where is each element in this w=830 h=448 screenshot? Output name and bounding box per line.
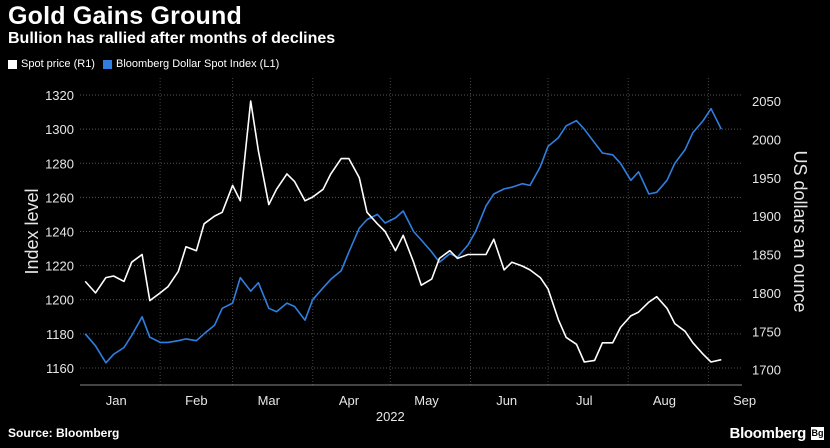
- right-tick-label: 1800: [752, 286, 781, 301]
- right-tick-label: 1850: [752, 248, 781, 263]
- legend-swatch-dollar-index: [102, 59, 112, 69]
- left-tick-label: 1180: [46, 327, 74, 342]
- legend-label-dollar-index: Bloomberg Dollar Spot Index (L1): [115, 58, 280, 70]
- left-tick-label: 1300: [45, 122, 74, 137]
- x-axis-ticks: Jan Feb Mar Apr May Jun Jul Aug Sep: [106, 393, 756, 408]
- legend: Spot price (R1) Bloomberg Dollar Spot In…: [8, 58, 279, 70]
- chart-subtitle: Bullion has rallied after months of decl…: [8, 30, 336, 47]
- x-tick-label: Mar: [258, 393, 281, 408]
- left-tick-label: 1280: [45, 156, 74, 171]
- x-tick-label: Feb: [185, 393, 207, 408]
- x-axis-year-label: 2022: [376, 409, 405, 424]
- right-tick-label: 2000: [752, 132, 781, 147]
- x-tick-label: Aug: [653, 393, 676, 408]
- legend-item-dollar-index: Bloomberg Dollar Spot Index (L1): [102, 58, 280, 70]
- left-axis-title: Index level: [22, 188, 42, 274]
- right-tick-label: 1750: [752, 324, 781, 339]
- legend-item-spot-price: Spot price (R1): [8, 58, 95, 70]
- x-tick-label: Jun: [496, 393, 517, 408]
- left-axis-ticks: 1160 1180 1200 1220 1240 1260 1280 1300 1320: [45, 88, 74, 376]
- brand-mark-icon: Bg: [811, 427, 824, 440]
- series-lines: [84, 100, 723, 364]
- right-tick-label: 1700: [752, 363, 781, 378]
- right-tick-label: 1900: [752, 209, 781, 224]
- chart-title: Gold Gains Ground: [8, 2, 242, 30]
- brand-logo: Bloomberg: [729, 425, 807, 442]
- series-line-dollar-index: [84, 107, 723, 364]
- legend-swatch-spot-price: [8, 59, 17, 69]
- legend-label-spot-price: Spot price (R1): [21, 58, 95, 70]
- source-note: Source: Bloomberg: [8, 426, 120, 440]
- left-tick-label: 1320: [45, 88, 74, 103]
- right-tick-label: 1950: [752, 171, 781, 186]
- x-tick-label: Jan: [106, 393, 127, 408]
- right-axis-title: US dollars an ounce: [790, 150, 810, 312]
- left-tick-label: 1260: [45, 190, 74, 205]
- right-axis-ticks: 1700 1750 1800 1850 1900 1950 2000 2050: [752, 94, 781, 378]
- x-tick-label: Jul: [576, 393, 593, 408]
- grid-lines: [80, 78, 742, 386]
- x-tick-label: May: [414, 393, 439, 408]
- left-tick-label: 1220: [45, 259, 74, 274]
- left-tick-label: 1200: [45, 293, 74, 308]
- x-tick-label: Sep: [733, 393, 756, 408]
- x-tick-label: Apr: [339, 393, 360, 408]
- series-line-spot-price: [84, 100, 722, 363]
- left-tick-label: 1160: [46, 361, 74, 376]
- left-tick-label: 1240: [45, 225, 74, 240]
- right-tick-label: 2050: [752, 94, 781, 109]
